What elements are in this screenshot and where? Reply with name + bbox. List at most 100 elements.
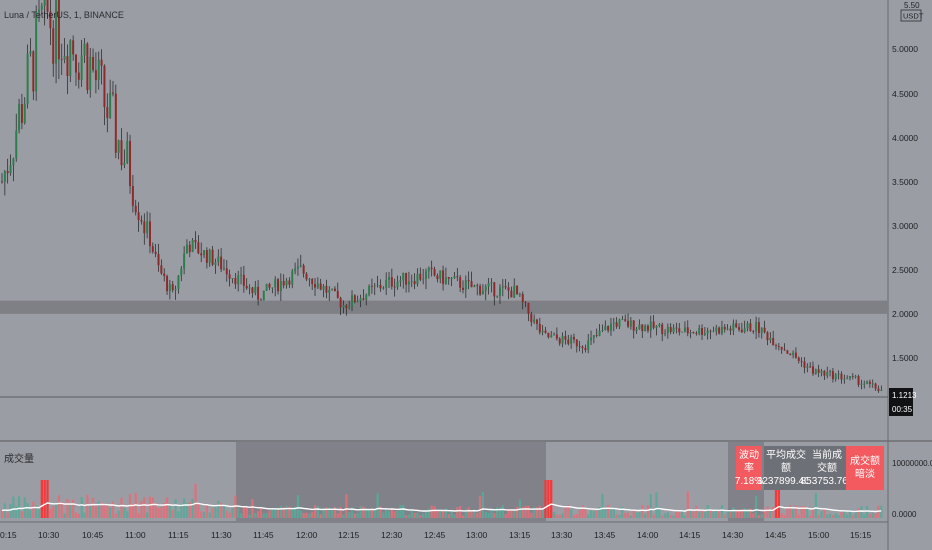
candle-body xyxy=(430,267,433,269)
candle-body xyxy=(715,327,718,332)
candle-body xyxy=(160,265,163,274)
time-axis[interactable]: 0:15 10:30 10:45 11:00 11:15 11:30 11:45… xyxy=(0,530,872,540)
volume-bar xyxy=(106,504,109,518)
candle-body xyxy=(450,278,453,280)
price-axis[interactable] xyxy=(888,0,932,550)
candle-body xyxy=(766,332,769,341)
volume-bar xyxy=(843,510,846,518)
candle-body xyxy=(846,378,849,380)
candle-body xyxy=(242,274,245,286)
candle-body xyxy=(814,369,817,374)
time-label: 15:15 xyxy=(850,530,872,540)
volume-bar xyxy=(299,510,302,518)
currency-badge[interactable] xyxy=(900,9,922,22)
candle-body xyxy=(399,280,402,282)
candle-body xyxy=(425,271,427,279)
volume-bar xyxy=(578,510,581,518)
volume-bar xyxy=(501,505,504,518)
volume-bar xyxy=(103,504,106,518)
volume-bar xyxy=(638,511,641,518)
candle-body xyxy=(595,335,598,336)
volume-bar xyxy=(185,502,189,518)
candle-body xyxy=(18,103,21,131)
candle-body xyxy=(652,321,655,328)
candle-body xyxy=(868,381,871,384)
candle-body xyxy=(103,65,106,108)
volume-bar xyxy=(569,509,573,518)
candle-body xyxy=(695,333,698,335)
candle-body xyxy=(92,56,95,71)
price-pane[interactable] xyxy=(0,0,888,440)
candle-body xyxy=(826,372,829,376)
volume-bar xyxy=(20,511,24,518)
candle-body xyxy=(570,336,573,344)
candle-body xyxy=(587,340,590,350)
currency-badge-top: 5.50 xyxy=(904,1,920,10)
candle-body xyxy=(558,338,561,344)
candle-body xyxy=(436,275,439,279)
candle-body xyxy=(222,268,225,270)
candle-body xyxy=(763,327,766,333)
candle-body xyxy=(487,283,490,287)
candle-body xyxy=(314,284,317,288)
candle-body xyxy=(94,70,97,81)
volume-bar xyxy=(387,511,391,518)
volume-bar xyxy=(715,509,718,518)
volume-bar xyxy=(564,506,567,518)
volume-bar xyxy=(342,514,345,518)
volume-bar xyxy=(217,500,220,518)
candle-body xyxy=(77,72,80,80)
last-price-value: 1.1213 xyxy=(892,391,917,400)
volume-bar xyxy=(606,504,610,518)
candle-body xyxy=(319,283,322,290)
support-band[interactable] xyxy=(0,300,888,314)
volume-bar xyxy=(219,502,223,518)
volume-bar xyxy=(214,505,217,518)
candle-body xyxy=(89,56,92,91)
candle-body xyxy=(809,366,812,368)
time-label: 15:00 xyxy=(808,530,830,540)
volume-bar xyxy=(740,509,743,518)
candle-body xyxy=(405,272,408,285)
candle-body xyxy=(294,268,297,272)
candle-body xyxy=(240,274,243,276)
volume-bar xyxy=(49,509,52,518)
candle-body xyxy=(752,331,755,332)
candle-body xyxy=(664,333,667,335)
volume-bar xyxy=(649,494,652,518)
candle-body xyxy=(518,294,521,295)
volume-bar xyxy=(151,497,154,518)
candle-body xyxy=(447,277,450,279)
candle-body xyxy=(530,313,533,323)
candle-body xyxy=(185,244,188,254)
candle-body xyxy=(379,284,382,289)
candle-body xyxy=(410,280,413,282)
candle-body xyxy=(168,284,171,292)
volume-bar xyxy=(120,497,123,518)
volume-bar xyxy=(296,495,300,518)
volume-bar xyxy=(561,513,564,518)
price-tick: 1.5000 xyxy=(892,353,918,363)
volume-bar xyxy=(695,505,698,518)
candle-body xyxy=(342,305,345,308)
candle-body xyxy=(817,369,820,373)
volume-bar xyxy=(467,507,470,518)
candle-body xyxy=(567,339,570,344)
volume-bar xyxy=(262,513,265,518)
candle-body xyxy=(792,352,795,356)
candle-body xyxy=(524,302,527,303)
volume-bar xyxy=(487,512,490,518)
candle-body xyxy=(69,40,72,77)
volume-bar xyxy=(254,513,257,518)
candle-body xyxy=(740,329,743,333)
volume-bar xyxy=(89,504,92,518)
volume-bar xyxy=(424,510,428,518)
volume-bar xyxy=(572,514,576,518)
volume-bar xyxy=(163,503,166,518)
volume-bar xyxy=(422,513,425,518)
candle-body xyxy=(55,0,58,64)
volume-bar xyxy=(766,506,769,518)
candle-body xyxy=(268,283,271,288)
volume-bar xyxy=(447,514,450,518)
